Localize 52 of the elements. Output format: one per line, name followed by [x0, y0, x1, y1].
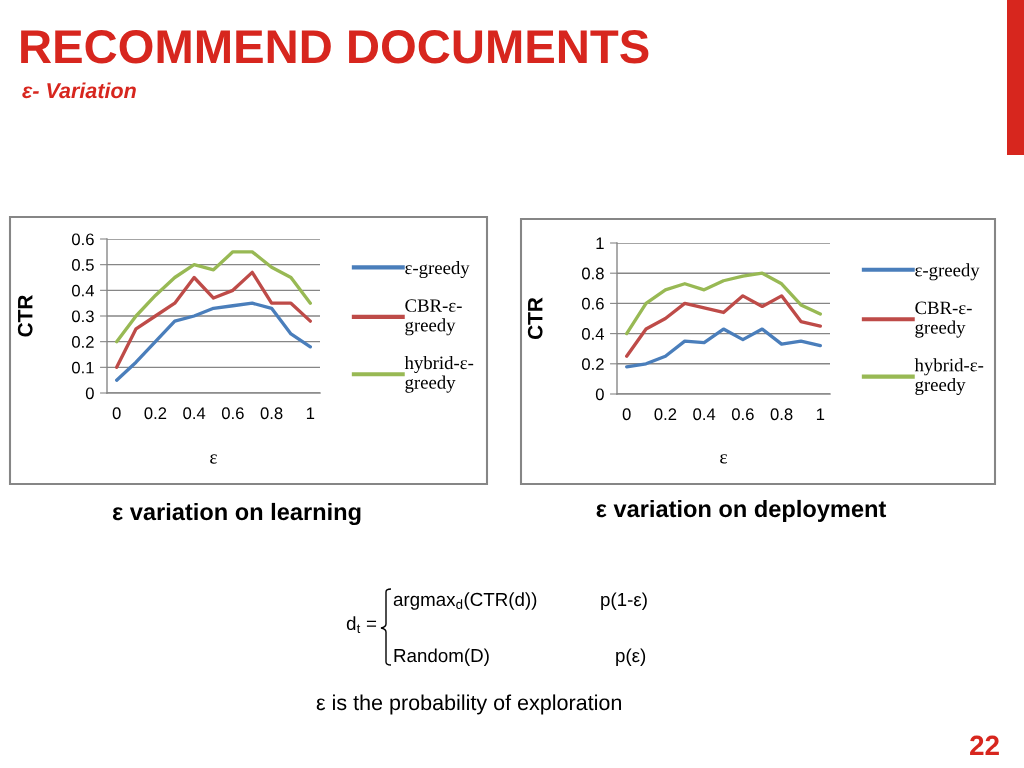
- text: 22: [970, 735, 999, 755]
- x-tick-label: 0: [622, 408, 631, 421]
- legend-label: ε-greedy: [915, 263, 980, 281]
- legend-label: CBR-ε-greedy: [405, 299, 462, 336]
- x-tick-label: 0.8: [260, 407, 283, 420]
- text: ε is the probability of exploration: [316, 694, 621, 715]
- y-tick-label: 0.4: [581, 328, 605, 340]
- y-tick-label: 0: [85, 387, 94, 400]
- y-tick-label: 0.3: [71, 310, 94, 323]
- legend-label: hybrid-ε-greedy: [914, 358, 984, 395]
- x-tick-label: 0.4: [693, 408, 716, 421]
- y-tick-label: 0.5: [71, 259, 94, 271]
- x-tick-label: 0.8: [770, 408, 793, 421]
- legend-label: ε-greedy: [405, 260, 470, 279]
- x-tick-label: 1: [306, 407, 315, 419]
- text: p(ε): [616, 648, 646, 666]
- text: d$_{t}$ =: [346, 616, 377, 633]
- x-axis-title: ε: [720, 454, 728, 464]
- y-axis-title: CTR: [527, 297, 543, 340]
- y-tick-label: 0.2: [581, 358, 604, 370]
- x-tick-label: 0.2: [654, 408, 677, 421]
- x-tick-label: 0.6: [731, 408, 754, 421]
- line-series: [115, 301, 312, 382]
- y-tick-label: 0.6: [71, 233, 94, 246]
- y-tick-label: 1: [596, 237, 604, 250]
- text: Random(D): [394, 648, 489, 666]
- text: p(1-ε): [601, 592, 647, 610]
- legend-label: CBR-ε-greedy: [915, 301, 972, 338]
- y-tick-label: 0.8: [581, 267, 604, 280]
- line-series: [625, 327, 822, 369]
- y-tick-label: 0.6: [581, 297, 604, 310]
- x-tick-label: 0: [112, 407, 121, 420]
- x-axis-title: ε: [210, 454, 218, 464]
- x-tick-label: 0.6: [221, 407, 244, 420]
- y-axis-title: CTR: [17, 295, 33, 337]
- x-tick-label: 0.2: [144, 407, 167, 420]
- chart-subtitle: ε- Variation: [22, 82, 136, 99]
- line-series: [625, 271, 822, 336]
- legend-label: hybrid-ε-greedy: [404, 355, 474, 393]
- x-tick-label: 1: [816, 408, 825, 420]
- y-tick-label: 0.4: [71, 284, 95, 297]
- line-series: [625, 294, 822, 358]
- text: ε variation on deployment: [596, 499, 887, 522]
- y-tick-label: 0.1: [71, 361, 94, 374]
- text: argmax$_{d}$(CTR(d)): [393, 592, 537, 610]
- chart-title: RECOMMEND DOCUMENTS: [21, 30, 649, 64]
- line-series: [115, 250, 312, 344]
- y-tick-label: 0: [595, 388, 604, 401]
- x-tick-label: 0.4: [183, 407, 206, 420]
- text: ε variation on learning: [112, 502, 361, 525]
- y-tick-label: 0.2: [71, 336, 94, 348]
- line-series: [115, 270, 312, 369]
